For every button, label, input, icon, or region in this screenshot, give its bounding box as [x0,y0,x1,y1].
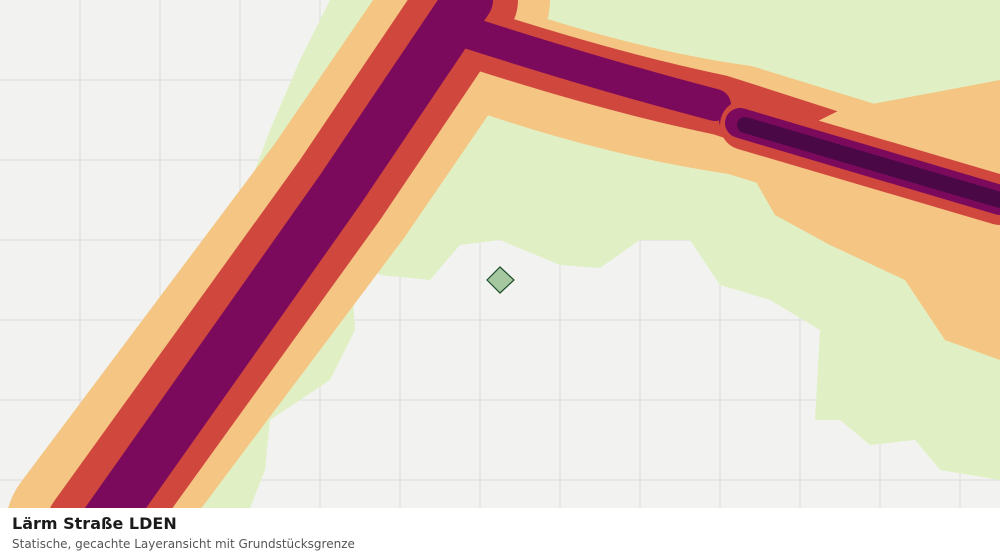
caption: Lärm Straße LDEN Statische, gecachte Lay… [0,508,1000,560]
parcel-boundary [486,266,515,294]
map-subtitle: Statische, gecachte Layeransicht mit Gru… [12,537,355,551]
map [0,0,1000,508]
map-title: Lärm Straße LDEN [12,514,177,533]
road-noise-band [737,117,1000,208]
